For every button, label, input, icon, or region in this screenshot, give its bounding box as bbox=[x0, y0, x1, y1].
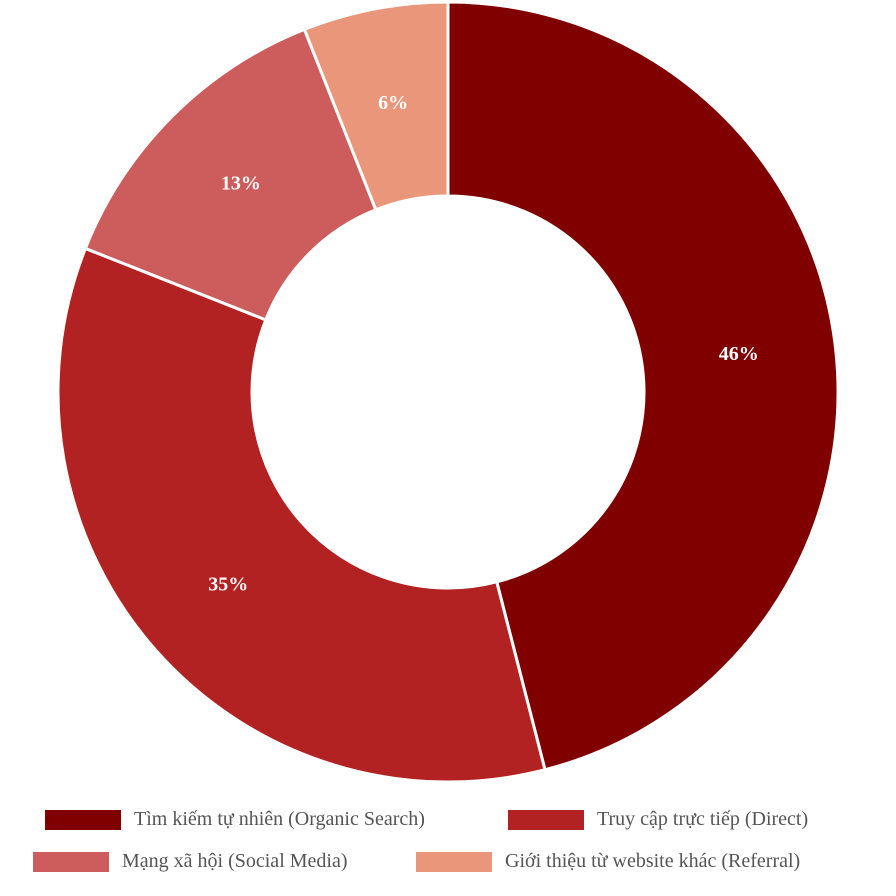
legend-item-social-media[interactable]: Mạng xã hội (Social Media) bbox=[33, 850, 348, 873]
legend-item-referral[interactable]: Giới thiệu từ website khác (Referral) bbox=[416, 850, 800, 873]
legend-item-direct[interactable]: Truy cập trực tiếp (Direct) bbox=[508, 808, 808, 831]
legend-item-organic-search[interactable]: Tìm kiếm tự nhiên (Organic Search) bbox=[45, 808, 425, 831]
legend-swatch-direct bbox=[508, 809, 584, 830]
legend-label-referral: Giới thiệu từ website khác (Referral) bbox=[505, 850, 801, 872]
donut-slice-organic-search[interactable] bbox=[446, 0, 840, 772]
legend-swatch-referral bbox=[416, 851, 492, 872]
legend-swatch-organic-search bbox=[45, 809, 121, 830]
donut-slice-social-media[interactable] bbox=[83, 27, 378, 322]
chart-legend: Tìm kiếm tự nhiên (Organic Search) Truy … bbox=[0, 800, 896, 890]
legend-swatch-social-media bbox=[33, 851, 109, 872]
donut-slice-direct[interactable] bbox=[56, 246, 547, 784]
slice-label-referral: 6% bbox=[378, 92, 408, 114]
slice-label-social-media: 13% bbox=[221, 172, 261, 194]
donut-plot-area: 46% 35% 13% 6% bbox=[56, 0, 840, 784]
slice-label-organic-search: 46% bbox=[719, 343, 759, 365]
legend-label-social-media: Mạng xã hội (Social Media) bbox=[122, 850, 348, 872]
legend-label-direct: Truy cập trực tiếp (Direct) bbox=[597, 808, 809, 830]
legend-label-organic-search: Tìm kiếm tự nhiên (Organic Search) bbox=[134, 808, 425, 830]
slice-label-direct: 35% bbox=[208, 573, 248, 595]
donut-slice-referral[interactable] bbox=[302, 0, 450, 212]
